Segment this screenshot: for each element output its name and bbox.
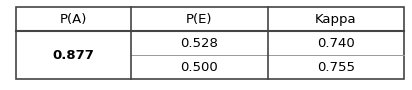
Text: 0.528: 0.528 [180,37,218,50]
Text: 0.877: 0.877 [53,49,94,62]
Text: P(A): P(A) [60,13,87,26]
Text: 0.755: 0.755 [317,61,355,74]
Text: P(E): P(E) [186,13,213,26]
Text: 0.500: 0.500 [180,61,218,74]
Text: 0.740: 0.740 [317,37,355,50]
Text: Kappa: Kappa [315,13,357,26]
